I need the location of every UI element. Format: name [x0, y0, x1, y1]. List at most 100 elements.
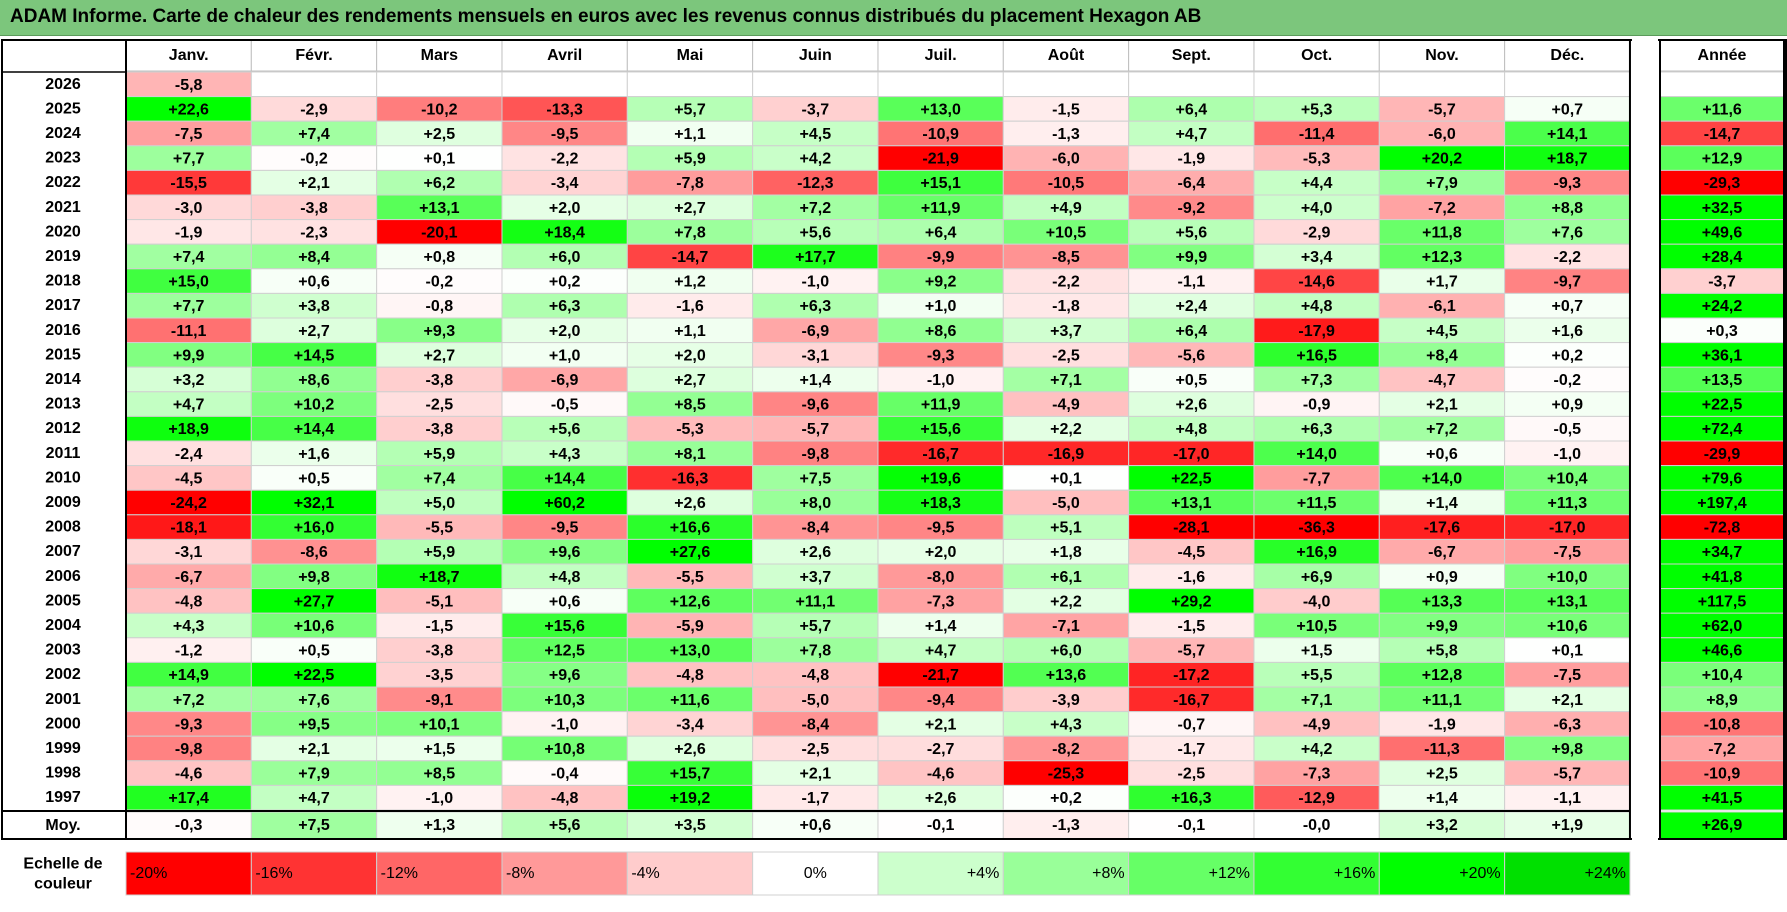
heatmap-cell [1253, 71, 1380, 98]
heatmap-cell-value: -1,6 [1178, 569, 1206, 586]
heatmap-cell-value: +11,9 [921, 200, 961, 217]
heatmap-cell [877, 169, 1004, 196]
heatmap-cell-value: +4,2 [800, 151, 832, 168]
heatmap-cell [1002, 268, 1130, 294]
heatmap-cell-value: +10,5 [1046, 224, 1087, 241]
legend-swatch [626, 851, 754, 896]
heatmap-cell-value: +0,2 [549, 274, 581, 291]
heatmap-cell [626, 465, 754, 491]
heatmap-cell-value: -9,5 [927, 520, 955, 537]
heatmap-cell-value: -9,9 [927, 249, 955, 266]
heatmap-cell-value: +6,0 [549, 249, 581, 266]
legend-swatch [1128, 851, 1255, 896]
heatmap-cell-value: +15,1 [920, 175, 961, 192]
average-cell [1128, 811, 1255, 840]
heatmap-cell [626, 514, 754, 540]
heatmap-cell-value: +7,4 [173, 249, 205, 266]
heatmap-cell-value: -3,9 [1052, 692, 1080, 709]
heatmap-cell [1378, 243, 1506, 270]
heatmap-cell-value: -0,9 [1303, 397, 1331, 414]
heatmap-cell [752, 465, 879, 491]
heatmap-cell-value: +5,9 [424, 446, 456, 463]
heatmap-cell-value: -2,5 [1052, 347, 1080, 364]
heatmap-cell-value: +6,9 [1301, 569, 1333, 586]
heatmap-cell [1504, 538, 1631, 565]
heatmap-cell [125, 538, 252, 565]
year-label: 2004 [45, 617, 81, 634]
year-label: 2026 [45, 76, 81, 93]
heatmap-cell-value: +0,7 [1551, 298, 1583, 315]
heatmap-cell [1128, 465, 1255, 491]
heatmap-cell-value: -14,7 [672, 249, 709, 266]
annual-cell-value: +24,2 [1702, 298, 1743, 315]
heatmap-cell [376, 735, 503, 762]
heatmap-cell-value: -12,3 [797, 175, 834, 192]
heatmap-cell [250, 366, 378, 393]
heatmap-cell-value: -3,8 [426, 421, 454, 438]
heatmap-cell [626, 538, 754, 565]
heatmap-cell-value: +0,9 [1426, 569, 1458, 586]
heatmap-cell-value: +4,8 [1176, 421, 1208, 438]
heatmap-cell [877, 243, 1004, 270]
heatmap-cell-value: +0,6 [1426, 446, 1458, 463]
heatmap-cell-value: +2,7 [674, 372, 706, 389]
heatmap-cell-value: +1,4 [1426, 790, 1458, 807]
heatmap-cell [626, 489, 754, 516]
heatmap-cell [1253, 538, 1380, 565]
heatmap-cell [125, 711, 252, 737]
heatmap-cell-value: -8,4 [802, 520, 830, 537]
heatmap-cell [125, 194, 252, 221]
heatmap-cell-value: -4,8 [676, 667, 704, 684]
heatmap-cell-value: -4,8 [802, 667, 830, 684]
heatmap-cell [877, 637, 1004, 663]
heatmap-cell [376, 292, 503, 319]
year-label: 1997 [45, 789, 81, 806]
heatmap-cell-value: +11,1 [1422, 692, 1462, 709]
heatmap-cell-value: -7,2 [1428, 200, 1456, 217]
heatmap-cell [125, 342, 252, 368]
average-cell [752, 811, 879, 840]
heatmap-cell-value: -0,2 [1554, 372, 1582, 389]
heatmap-cell-value: +6,3 [800, 298, 832, 315]
heatmap-cell [376, 96, 503, 122]
heatmap-cell [1253, 415, 1380, 442]
annual-cell [1659, 366, 1785, 393]
heatmap-cell [1504, 612, 1631, 639]
heatmap-cell [626, 194, 754, 221]
heatmap-cell-value: +4,2 [1301, 741, 1333, 758]
heatmap-cell [877, 686, 1004, 713]
heatmap-cell [1128, 514, 1255, 540]
heatmap-cell-value: +0,1 [1050, 470, 1082, 487]
heatmap-cell-value: +14,4 [294, 421, 335, 438]
heatmap-cell-value: -16,7 [922, 446, 959, 463]
heatmap-cell-value: -3,1 [802, 347, 830, 364]
heatmap-cell-value: -4,7 [1428, 372, 1456, 389]
heatmap-cell-value: -12,9 [1298, 790, 1335, 807]
heatmap-cell-value: +8,1 [674, 446, 706, 463]
heatmap-cell-value: -24,2 [170, 495, 207, 512]
heatmap-cell [626, 415, 754, 442]
heatmap-cell-value: +4,4 [1301, 175, 1333, 192]
year-label: 1998 [45, 765, 81, 782]
average-cell-value: -0,3 [175, 817, 203, 834]
heatmap-cell-value: -2,2 [551, 151, 579, 168]
heatmap-cell-value: +32,1 [294, 495, 335, 512]
legend-swatch [376, 851, 503, 896]
average-cell-value: -1,3 [1052, 817, 1080, 834]
heatmap-cell-value: +0,7 [1551, 101, 1583, 118]
heatmap-cell-value: +5,6 [549, 421, 581, 438]
heatmap-cell [250, 563, 378, 590]
heatmap-cell [250, 465, 378, 491]
heatmap-cell-value: -9,1 [426, 692, 454, 709]
heatmap-cell-value: -8,0 [927, 569, 955, 586]
average-cell [1378, 811, 1506, 840]
heatmap-cell [752, 612, 879, 639]
heatmap-cell-value: -1,0 [426, 790, 454, 807]
heatmap-cell-value: +7,2 [173, 692, 205, 709]
heatmap-cell [1002, 243, 1130, 270]
heatmap-cell [376, 219, 503, 245]
heatmap-cell [877, 120, 1004, 147]
heatmap-cell-value: +2,1 [1426, 397, 1458, 414]
heatmap-cell [1504, 71, 1631, 98]
heatmap-cell-value: -17,0 [1173, 446, 1210, 463]
